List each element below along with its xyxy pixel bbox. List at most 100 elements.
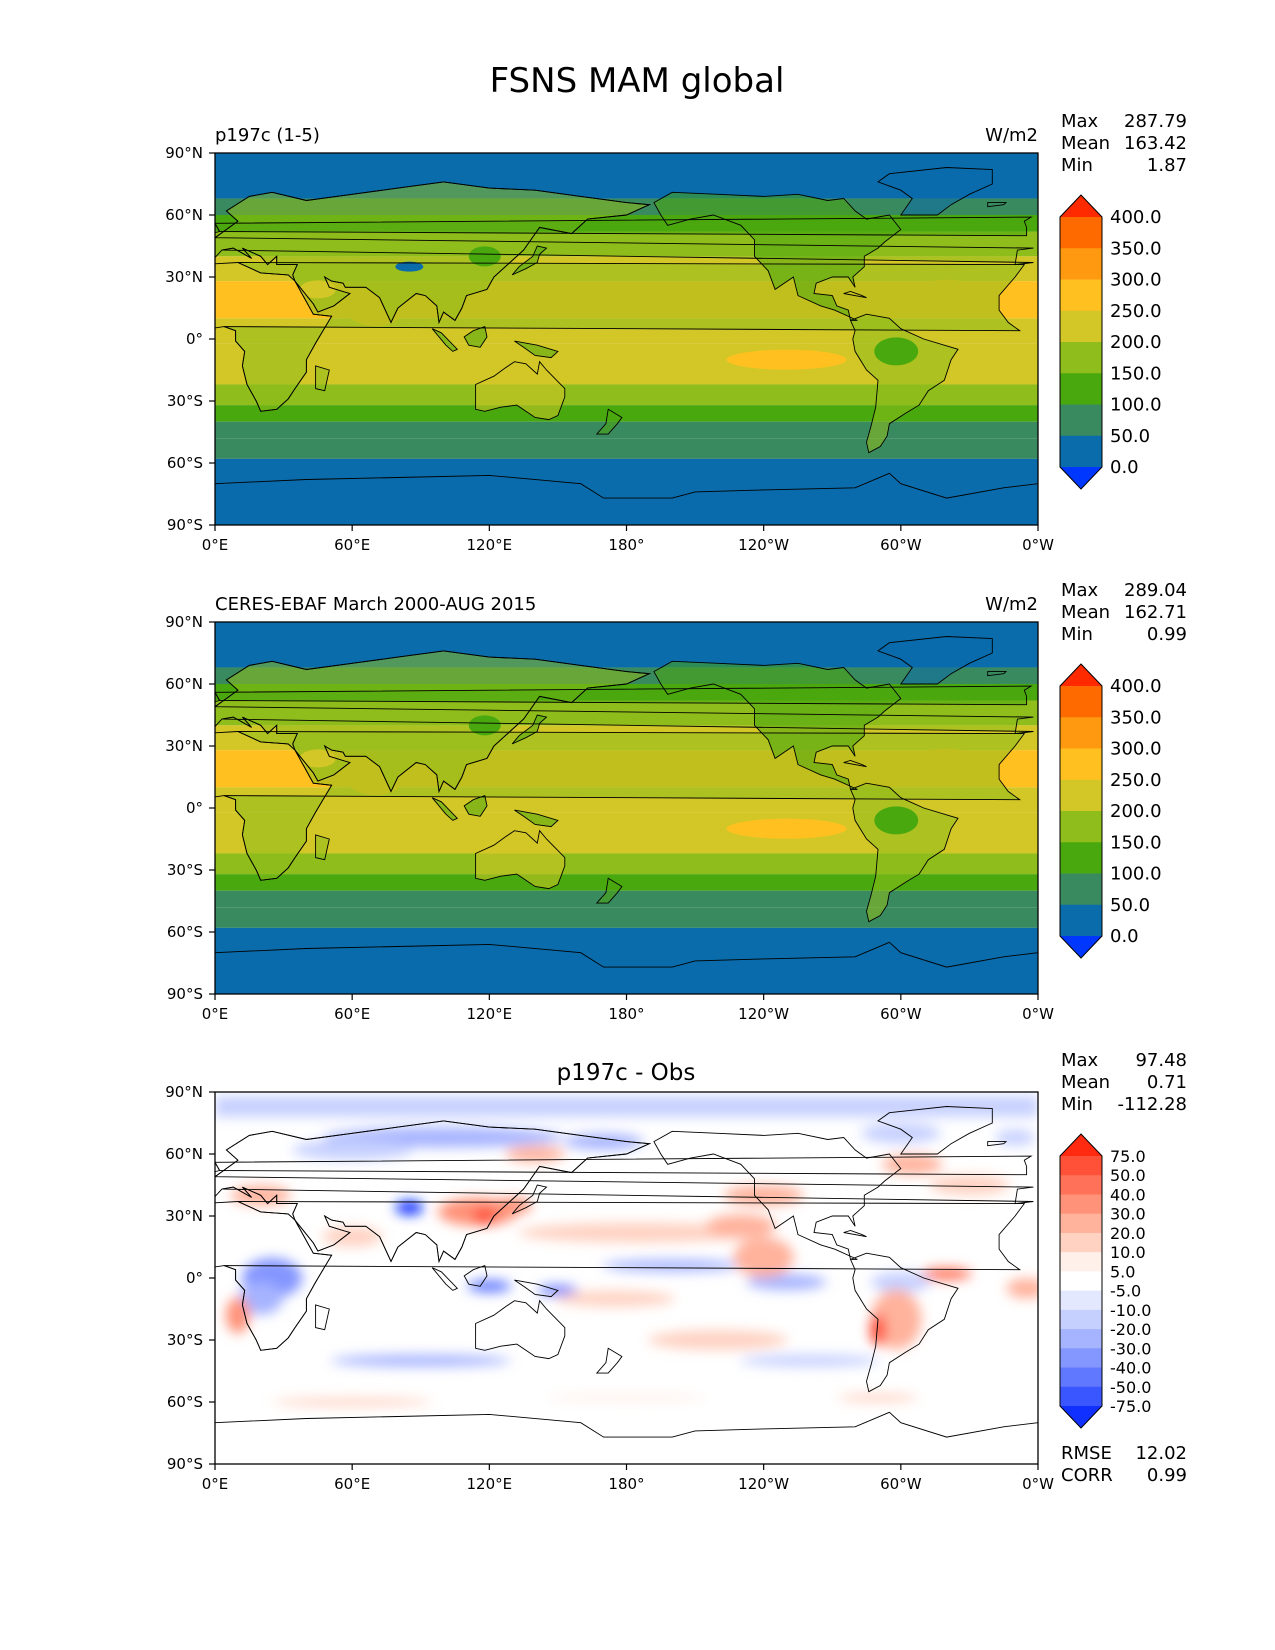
colorbar-tick-label: -5.0 (1110, 1282, 1141, 1301)
stat-value: 12.02 (1135, 1443, 1187, 1464)
lon-tick-label: 60°W (880, 1005, 922, 1023)
colorbar-tick-label: -40.0 (1110, 1359, 1151, 1378)
stat-label: CORR (1061, 1465, 1113, 1486)
colorbar-bin (1060, 1367, 1102, 1388)
colorbar-bin (1060, 1156, 1102, 1176)
lon-tick-label: 0°E (202, 1005, 229, 1023)
colorbar-tick-label: -50.0 (1110, 1378, 1151, 1397)
colorbar-bin (1060, 342, 1102, 374)
stat-value: 0.99 (1147, 624, 1187, 645)
colorbar-extend-max (1060, 664, 1102, 686)
lat-tick-label: 60°S (167, 1393, 203, 1411)
colorbar-bin (1060, 310, 1102, 343)
panel-difference: 90°N 60°N 30°N 0° 30°S 60°S 90°S 0°E 60°E 120°E 1… (165, 1050, 1187, 1493)
colorbar-bin (1060, 1290, 1102, 1311)
lat-tick-label: 30°S (167, 392, 203, 410)
colorbar-extend-max (1060, 195, 1102, 217)
lat-tick-label: 90°N (165, 1083, 203, 1101)
colorbar-tick-label: 50.0 (1110, 1166, 1146, 1185)
colorbar-tick-label: 200.0 (1110, 801, 1162, 822)
colorbar-bin (1060, 811, 1102, 843)
stats: Max 289.04 Mean 162.71 Min 0.99 (1061, 580, 1187, 645)
colorbar-tick-label: -30.0 (1110, 1339, 1151, 1358)
panel-observation: 90°N 60°N 30°N 0° 30°S 60°S 90°S 0°E 60°E 120°E 1… (165, 580, 1187, 1023)
stat-label: Min (1061, 1094, 1093, 1115)
colorbar-bin (1060, 1348, 1102, 1369)
colorbar-bin (1060, 1329, 1102, 1349)
colorbar-tick-label: -20.0 (1110, 1320, 1151, 1339)
lat-tick-label: 30°S (167, 861, 203, 879)
colorbar-extend-min (1060, 467, 1102, 489)
lon-tick-label: 0°E (202, 536, 229, 554)
colorbar-bin (1060, 1175, 1102, 1195)
stat-label: Mean (1061, 133, 1110, 154)
colorbar-bin (1060, 435, 1102, 468)
stat-label: Max (1061, 1050, 1099, 1071)
colorbar-tick-label: -75.0 (1110, 1397, 1151, 1416)
colorbar-tick-label: 50.0 (1110, 895, 1150, 916)
lat-tick-label: 60°N (165, 675, 203, 693)
colorbar-tick-label: 20.0 (1110, 1224, 1146, 1243)
stat-label: Min (1061, 624, 1093, 645)
lat-tick-label: 90°S (167, 985, 203, 1003)
lat-tick-label: 30°N (165, 1207, 203, 1225)
lon-tick-label: 180° (608, 1475, 644, 1493)
lon-ticks: 0°E 60°E 120°E 180° 120°W 60°W 0°W (202, 525, 1054, 554)
stat-value: 287.79 (1124, 111, 1187, 132)
lon-tick-label: 0°W (1022, 536, 1054, 554)
colorbar-bin (1060, 686, 1102, 718)
coastlines (215, 167, 1038, 499)
lat-tick-label: 90°S (167, 516, 203, 534)
panel-model: 90°N 60°N 30°N 0° 30°S 60°S 90°S 0°E 60°E 120°E 1… (165, 111, 1187, 554)
colorbar-bin (1060, 1232, 1102, 1253)
center-label: p197c - Obs (557, 1060, 696, 1086)
colorbar-bin (1060, 217, 1102, 249)
lat-ticks: 90°N 60°N 30°N 0° 30°S 60°S 90°S (165, 613, 215, 1003)
lon-tick-label: 120°W (738, 1475, 789, 1493)
colorbar-tick-label: 50.0 (1110, 426, 1150, 447)
stat-value: 163.42 (1124, 133, 1187, 154)
colorbar-tick-label: 0.0 (1110, 457, 1139, 478)
colorbar-extend-min (1060, 1406, 1102, 1428)
stat-value: 1.87 (1147, 155, 1187, 176)
stat-value: 97.48 (1135, 1050, 1187, 1071)
colorbar-tick-label: 75.0 (1110, 1147, 1146, 1166)
colorbar-tick-label: -10.0 (1110, 1301, 1151, 1320)
lon-tick-label: 120°E (467, 536, 513, 554)
colorbar-bin (1060, 748, 1102, 781)
stat-label: Min (1061, 155, 1093, 176)
colorbar-extend-max (1060, 1134, 1102, 1156)
colorbar-tick-label: 350.0 (1110, 238, 1162, 259)
stat-label: Max (1061, 111, 1099, 132)
colorbar-bin (1060, 1271, 1102, 1292)
map-field (215, 1092, 1038, 1464)
colorbar-tick-label: 0.0 (1110, 926, 1139, 947)
lon-tick-label: 60°E (334, 1005, 370, 1023)
stat-label: Max (1061, 580, 1099, 601)
coastlines (215, 1106, 1038, 1438)
left-label: CERES-EBAF March 2000-AUG 2015 (215, 594, 536, 615)
stat-value: 0.71 (1147, 1072, 1187, 1093)
lat-tick-label: 60°S (167, 454, 203, 472)
colorbar-bin (1060, 717, 1102, 749)
colorbar-tick-label: 250.0 (1110, 301, 1162, 322)
colorbar-bin (1060, 1386, 1102, 1407)
units-label: W/m2 (985, 125, 1038, 146)
lon-tick-label: 120°W (738, 536, 789, 554)
lon-tick-label: 120°W (738, 1005, 789, 1023)
colorbar-bin (1060, 248, 1102, 280)
colorbar-bin (1060, 1213, 1102, 1234)
colorbar: 400.0 350.0 300.0 250.0 200.0 150.0 100.0 50.0 0… (1059, 663, 1162, 959)
colorbar-tick-label: 400.0 (1110, 676, 1162, 697)
colorbar-bin (1060, 1309, 1102, 1330)
lat-tick-label: 30°N (165, 737, 203, 755)
lat-tick-label: 60°N (165, 206, 203, 224)
lat-tick-label: 0° (186, 330, 203, 348)
lon-tick-label: 0°E (202, 1475, 229, 1493)
stat-value: -112.28 (1118, 1094, 1187, 1115)
colorbar-bin (1060, 842, 1102, 874)
colorbar-bin (1060, 779, 1102, 812)
lon-ticks: 0°E 60°E 120°E 180° 120°W 60°W 0°W (202, 994, 1054, 1023)
stat-value: 289.04 (1124, 580, 1187, 601)
